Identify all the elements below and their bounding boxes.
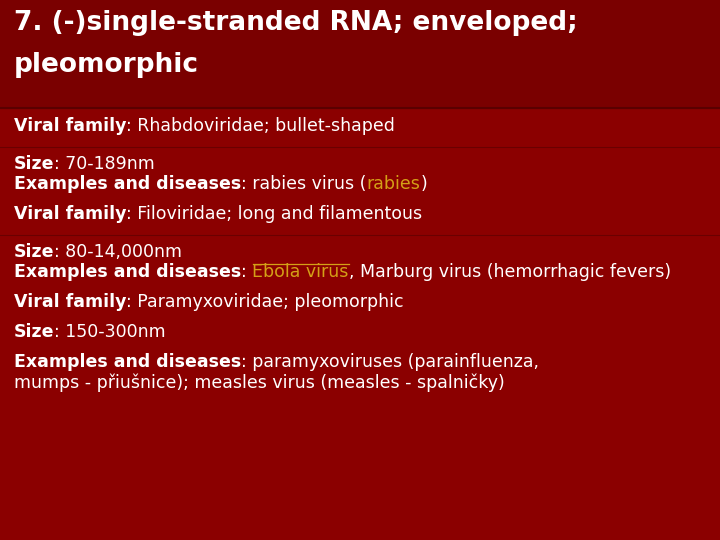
Text: Size: Size [14, 243, 55, 261]
Text: Viral family: Viral family [14, 117, 127, 135]
Text: Examples and diseases: Examples and diseases [14, 263, 241, 281]
Text: , Marburg virus (hemorrhagic fevers): , Marburg virus (hemorrhagic fevers) [349, 263, 671, 281]
Text: : 70-189nm: : 70-189nm [55, 155, 156, 173]
Text: :: : [241, 263, 253, 281]
Text: Ebola virus: Ebola virus [253, 263, 349, 281]
Bar [0, 0, 720, 108]
Text: pleomorphic: pleomorphic [14, 52, 199, 78]
Text: : Paramyxoviridae; pleomorphic: : Paramyxoviridae; pleomorphic [127, 293, 404, 311]
Text: Examples and diseases: Examples and diseases [14, 353, 241, 371]
Text: rabies: rabies [366, 175, 420, 193]
Text: Viral family: Viral family [14, 293, 127, 311]
Text: 7. (-)single-stranded RNA; enveloped;: 7. (-)single-stranded RNA; enveloped; [14, 10, 577, 36]
Text: Examples and diseases: Examples and diseases [14, 175, 241, 193]
Text: : paramyxoviruses (parainfluenza,: : paramyxoviruses (parainfluenza, [241, 353, 539, 371]
Text: Size: Size [14, 155, 55, 173]
Text: : 80-14,000nm: : 80-14,000nm [55, 243, 182, 261]
Text: ): ) [420, 175, 427, 193]
Text: Size: Size [14, 323, 55, 341]
Text: : rabies virus (: : rabies virus ( [241, 175, 366, 193]
Text: mumps - přiušnice); measles virus (measles - spalničky): mumps - přiušnice); measles virus (measl… [14, 373, 505, 392]
Text: Viral family: Viral family [14, 205, 127, 223]
Text: : Rhabdoviridae; bullet-shaped: : Rhabdoviridae; bullet-shaped [127, 117, 395, 135]
Text: : 150-300nm: : 150-300nm [55, 323, 166, 341]
Text: : Filoviridae; long and filamentous: : Filoviridae; long and filamentous [127, 205, 423, 223]
